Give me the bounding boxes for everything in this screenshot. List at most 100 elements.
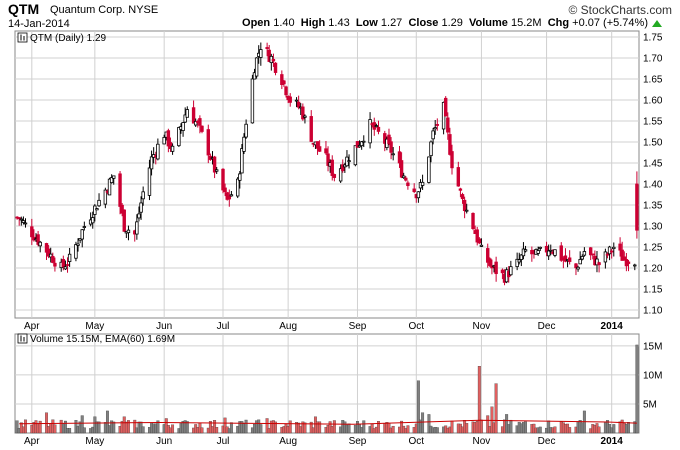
candle-body xyxy=(374,125,379,128)
candle-body xyxy=(162,136,166,145)
candle-body xyxy=(389,141,393,153)
candle-body xyxy=(607,246,612,255)
volume-bar xyxy=(82,427,86,434)
candle-body xyxy=(591,253,595,256)
candle-body xyxy=(317,146,322,152)
open-value: 1.40 xyxy=(273,17,295,29)
candle-body xyxy=(44,243,49,253)
volume-bar xyxy=(450,420,454,434)
price-plot-frame xyxy=(14,30,640,319)
volume-bar xyxy=(200,427,204,434)
candle-body xyxy=(229,194,234,197)
candle-body xyxy=(36,234,40,245)
price-y-tick-label: 1.25 xyxy=(643,243,663,254)
quote-date: 14-Jan-2014 xyxy=(8,18,70,30)
volume-bar xyxy=(259,424,263,434)
volume-x-tick-label: Nov xyxy=(473,436,491,447)
volume-bar xyxy=(303,422,307,434)
volume-bar xyxy=(318,421,322,434)
candle-body xyxy=(517,259,521,263)
candle-body xyxy=(156,143,160,160)
candle-body xyxy=(236,178,240,197)
volume-bar xyxy=(465,423,469,434)
volume-bar xyxy=(479,419,483,434)
candle-body xyxy=(399,160,404,178)
volume-x-tick-label: Oct xyxy=(409,436,425,447)
candle-body xyxy=(137,213,141,219)
candle-body xyxy=(355,141,360,148)
price-y-tick-label: 1.40 xyxy=(643,180,663,191)
volume-bar xyxy=(127,420,130,434)
candle-body xyxy=(530,250,534,255)
candle-body xyxy=(324,148,328,154)
price-y-tick-label: 1.35 xyxy=(643,201,663,212)
candle-body xyxy=(212,156,217,173)
price-x-tick-label: Jul xyxy=(217,321,230,332)
price-x-tick-label: May xyxy=(85,321,104,332)
volume-bar xyxy=(553,426,557,434)
candle-body xyxy=(433,127,437,130)
close-label: Close xyxy=(408,17,439,29)
candle-body xyxy=(221,168,225,191)
volume-bar xyxy=(38,420,42,434)
candle-body xyxy=(67,253,72,262)
candle-body xyxy=(431,130,435,140)
volume-bar xyxy=(477,366,481,434)
volume-bar xyxy=(80,415,84,434)
price-x-tick-label: Oct xyxy=(409,321,425,332)
exchange-name: NYSE xyxy=(128,4,159,16)
volume-bar xyxy=(97,421,101,434)
candle-body xyxy=(61,259,66,268)
candle-body xyxy=(420,181,425,186)
candle-body xyxy=(588,247,593,256)
high-value: 1.43 xyxy=(328,17,350,29)
candle-body xyxy=(479,244,484,247)
candle-body xyxy=(519,254,524,260)
candle-body xyxy=(259,49,263,58)
candle-body xyxy=(471,212,475,230)
chg-label: Chg xyxy=(547,17,570,29)
volume-bar xyxy=(427,414,431,434)
ema60-line xyxy=(19,419,637,425)
candle-body xyxy=(280,74,284,85)
volume-bar xyxy=(435,427,439,434)
candle-body xyxy=(296,101,301,108)
price-legend: QTM (Daily) 1.29 xyxy=(30,33,107,44)
candle-body xyxy=(486,248,490,263)
price-y-tick-label: 1.50 xyxy=(643,138,663,149)
volume-y-tick-label: 15M xyxy=(643,341,662,352)
candle-body xyxy=(51,256,55,263)
ticker-symbol: QTM xyxy=(8,1,40,17)
price-legend-icon xyxy=(17,32,28,43)
volume-bar xyxy=(45,412,48,434)
candle-body xyxy=(580,256,584,260)
volume-bar xyxy=(156,420,160,434)
candle-body xyxy=(170,145,175,152)
candle-body xyxy=(147,167,152,196)
candle-body xyxy=(198,118,202,126)
volume-bar xyxy=(244,419,248,434)
candle-body xyxy=(82,226,87,228)
candle-body xyxy=(582,251,587,256)
volume-bar xyxy=(133,419,137,434)
candle-body xyxy=(200,125,204,132)
candle-body xyxy=(185,109,189,118)
candle-body xyxy=(76,243,80,246)
volume-bar xyxy=(377,421,380,434)
brand-logo[interactable]: © StockCharts.com xyxy=(568,3,672,17)
candle-body xyxy=(166,130,171,147)
candle-body xyxy=(618,243,622,251)
volume-x-tick-label: Apr xyxy=(24,436,40,447)
candle-body xyxy=(456,167,461,187)
volume-legend-icon xyxy=(17,333,28,344)
candle-body xyxy=(267,49,271,62)
candle-body xyxy=(376,126,381,132)
candle-body xyxy=(284,86,288,96)
volume-bar xyxy=(509,419,513,434)
volume-x-tick-label: Dec xyxy=(538,436,556,447)
candle-body xyxy=(53,262,57,267)
open-label: Open xyxy=(242,17,271,29)
volume-bar xyxy=(347,423,351,434)
candle-body xyxy=(326,153,330,166)
candle-body xyxy=(477,238,482,244)
